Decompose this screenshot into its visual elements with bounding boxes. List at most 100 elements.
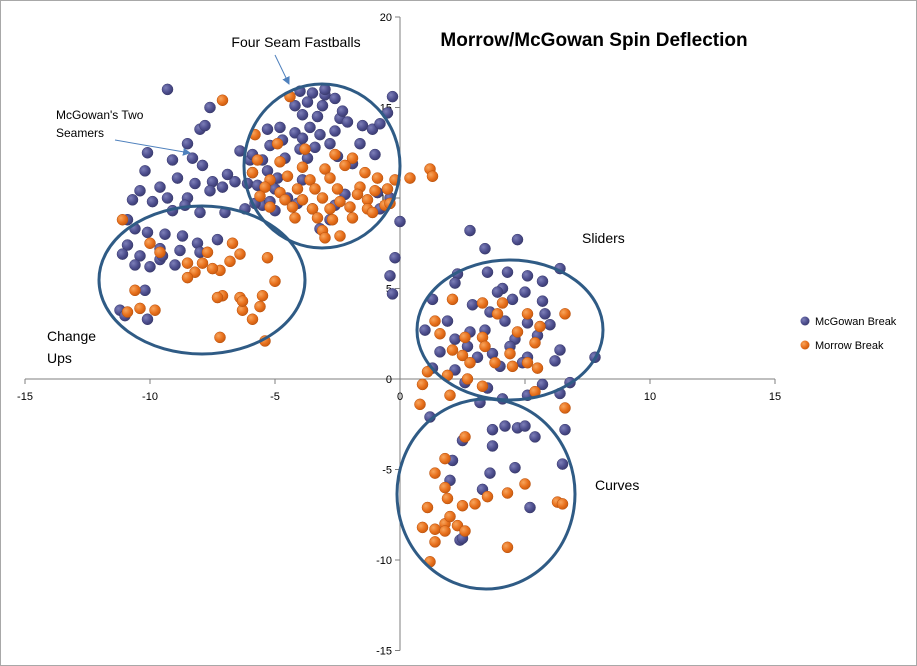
- morrow-point: [286, 201, 299, 213]
- morrow-point: [311, 212, 324, 224]
- morrow-point: [444, 389, 456, 402]
- mcgowan-point: [166, 154, 179, 166]
- annotation-sliders: Sliders: [582, 230, 625, 246]
- morrow-point: [236, 295, 249, 307]
- morrow-point: [134, 302, 146, 315]
- morrow-point: [504, 347, 516, 360]
- morrow-point: [476, 297, 489, 309]
- morrow-point: [496, 297, 509, 309]
- mcgowan-point: [466, 299, 479, 311]
- mcgowan-point: [559, 423, 571, 436]
- mcgowan-point: [121, 239, 134, 251]
- morrow-point: [506, 360, 519, 373]
- mcgowan-point: [499, 420, 511, 432]
- morrow-point: [346, 212, 359, 224]
- morrow-point: [481, 490, 494, 503]
- mcgowan-point: [486, 440, 499, 452]
- mcgowan-point: [289, 99, 301, 112]
- morrow-point: [529, 337, 541, 349]
- morrow-point: [479, 340, 491, 353]
- morrow-point: [279, 194, 291, 206]
- morrow-point: [274, 156, 286, 168]
- mcgowan-point: [374, 118, 386, 130]
- mcgowan-point: [141, 313, 154, 326]
- morrow-point: [154, 246, 166, 259]
- mcgowan-point: [161, 83, 174, 96]
- morrow-point: [439, 481, 451, 494]
- mcgowan-point: [419, 324, 431, 336]
- mcgowan-point: [134, 185, 146, 197]
- mcgowan-point: [434, 346, 446, 358]
- morrow-point: [211, 291, 224, 304]
- group-ellipses: [97, 82, 605, 591]
- morrow-point: [344, 201, 356, 213]
- morrow-point: [309, 183, 321, 195]
- mcgowan-point: [174, 244, 186, 257]
- morrow-point: [559, 308, 571, 320]
- morrow-point: [429, 315, 441, 327]
- morrow-point: [464, 356, 476, 369]
- morrow-point: [501, 487, 514, 499]
- morrow-point: [381, 183, 394, 195]
- annotation-two-seamers-line2: Seamers: [56, 126, 104, 140]
- morrow-point: [281, 170, 294, 183]
- morrow-point: [459, 431, 471, 443]
- mcgowan-point: [204, 185, 216, 197]
- mcgowan-point: [554, 344, 566, 356]
- morrow-point: [181, 257, 194, 269]
- morrow-point: [149, 304, 161, 316]
- morrow-point: [429, 467, 441, 479]
- morrow-point: [446, 344, 459, 356]
- x-tick-label: -15: [17, 391, 33, 403]
- mcgowan-point: [499, 315, 511, 327]
- ellipse-four-seam: [242, 82, 402, 250]
- mcgowan-point: [309, 141, 321, 154]
- morrow-point: [441, 492, 454, 505]
- mcgowan-point: [221, 168, 234, 181]
- morrow-point: [269, 275, 281, 288]
- morrow-point: [476, 380, 489, 392]
- morrow-point: [259, 181, 271, 193]
- mcgowan-point: [536, 378, 549, 391]
- annotation-curves: Curves: [595, 477, 639, 493]
- mcgowan-point: [394, 215, 406, 228]
- series-morrow: [116, 90, 571, 568]
- morrow-point: [224, 255, 236, 268]
- mcgowan-point: [481, 266, 494, 278]
- ellipse-change-ups: [97, 204, 307, 356]
- x-tick-label: 15: [769, 391, 781, 403]
- mcgowan-point: [369, 148, 381, 161]
- mcgowan-point: [484, 467, 496, 479]
- mcgowan-point: [306, 87, 319, 99]
- y-tick-label: -10: [376, 555, 392, 567]
- morrow-point: [246, 166, 259, 179]
- mcgowan-point: [486, 423, 499, 436]
- ellipse-curves: [395, 397, 577, 591]
- mcgowan-point: [199, 119, 211, 132]
- mcgowan-point: [296, 132, 309, 145]
- morrow-point: [319, 163, 331, 175]
- mcgowan-point: [509, 461, 521, 474]
- legend-marker-morrow: [800, 340, 810, 350]
- morrow-point: [559, 402, 571, 414]
- mcgowan-point: [449, 277, 461, 289]
- morrow-point: [359, 166, 371, 179]
- morrow-point: [304, 174, 316, 186]
- mcgowan-point: [491, 286, 504, 298]
- morrow-point: [291, 183, 304, 195]
- morrow-point: [459, 331, 471, 344]
- morrow-point: [501, 541, 514, 554]
- mcgowan-point: [356, 119, 369, 132]
- ellipse-sliders: [415, 258, 605, 402]
- morrow-point: [216, 94, 229, 107]
- morrow-point: [324, 203, 336, 215]
- x-ticks: -15-10-5051015: [17, 379, 781, 403]
- morrow-point: [404, 172, 416, 184]
- mcgowan-point: [441, 315, 454, 327]
- morrow-point: [234, 248, 246, 260]
- morrow-point: [519, 478, 531, 490]
- mcgowan-point: [549, 355, 561, 367]
- morrow-point: [439, 452, 451, 465]
- legend-label-morrow: Morrow Break: [815, 340, 884, 352]
- mcgowan-point: [316, 99, 329, 112]
